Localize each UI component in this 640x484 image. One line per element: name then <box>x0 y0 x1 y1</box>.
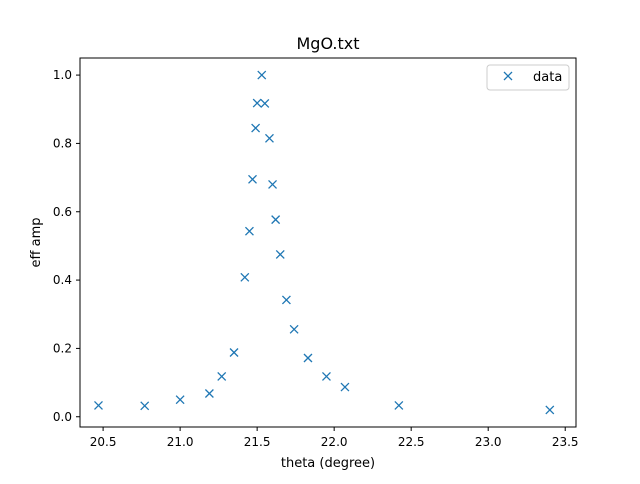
data-point <box>94 401 103 410</box>
y-axis-label: eff amp <box>29 218 44 268</box>
plot-area-frame <box>79 57 577 428</box>
x-tick-label: 23.5 <box>552 435 579 449</box>
data-point <box>175 395 185 405</box>
data-point <box>322 371 331 381</box>
legend-box <box>486 64 570 91</box>
data-point <box>260 98 270 108</box>
x-tick-label: 20.5 <box>90 435 117 449</box>
data-point <box>248 174 257 184</box>
legend-label-data: data <box>533 70 562 85</box>
x-tick-label: 22.0 <box>321 435 348 449</box>
data-point <box>251 123 261 133</box>
data-point <box>240 272 250 282</box>
y-tick-label: 0.4 <box>53 273 72 287</box>
data-point <box>545 405 555 415</box>
y-tick-label: 0.0 <box>53 410 72 424</box>
legend-marker-x <box>503 71 513 81</box>
data-point <box>268 179 278 189</box>
data-point <box>217 371 227 381</box>
data-point <box>303 353 313 363</box>
data-point <box>229 348 239 357</box>
x-tick-label: 21.0 <box>167 435 194 449</box>
y-tick-label: 0.2 <box>53 341 72 355</box>
chart-title: MgO.txt <box>296 34 359 53</box>
x-tick-label: 23.0 <box>475 435 502 449</box>
data-points <box>94 70 555 415</box>
data-point <box>394 401 404 410</box>
y-tick-label: 1.0 <box>53 68 72 82</box>
data-point <box>140 401 150 411</box>
x-axis-label: theta (degree) <box>281 456 375 471</box>
data-point <box>275 249 285 259</box>
x-tick-label: 21.5 <box>244 435 271 449</box>
legend-marker-x-glyph <box>503 71 513 81</box>
data-point <box>340 382 350 392</box>
data-point <box>204 389 214 398</box>
data-point <box>265 133 274 143</box>
data-point <box>281 295 291 305</box>
x-tick-label: 22.5 <box>398 435 425 449</box>
data-point <box>257 70 267 80</box>
axis-ticks: 20.5 21.0 21.5 22.0 22.5 23.0 23.5 0.0 0.2 0.4 0.6… <box>53 68 579 449</box>
data-point <box>252 98 262 108</box>
data-point <box>289 324 299 334</box>
data-point <box>244 226 254 236</box>
y-tick-label: 0.8 <box>53 136 72 150</box>
y-tick-label: 0.6 <box>53 205 72 219</box>
data-point <box>271 215 281 225</box>
legend: data <box>486 64 570 91</box>
